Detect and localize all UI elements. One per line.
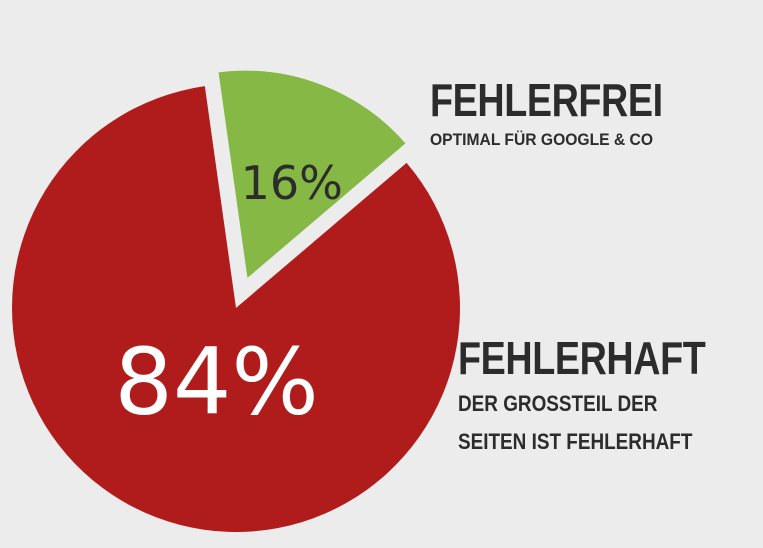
legend-fehlerhaft-subtitle-line1: DER GROSSTEIL DER [458, 391, 658, 416]
legend-fehlerhaft: FEHLERHAFT DER GROSSTEIL DER SEITEN IST … [458, 335, 760, 456]
legend-fehlerfrei-subtitle: OPTIMAL FÜR GOOGLE & CO [430, 130, 654, 149]
legend-fehlerhaft-subtitle-line2: SEITEN IST FEHLERHAFT [458, 428, 693, 454]
pie-label-fehlerfrei: 16% [241, 156, 343, 210]
pie-label-fehlerhaft: 84% [114, 328, 318, 435]
pie-slice-fehlerfrei [211, 64, 414, 290]
legend-fehlerhaft-title: FEHLERHAFT [458, 332, 706, 384]
legend-fehlerfrei: FEHLERFREI OPTIMAL FÜR GOOGLE & CO [430, 77, 714, 152]
legend-fehlerfrei-title: FEHLERFREI [430, 74, 663, 126]
pie-slice-fehlerhaft [11, 86, 461, 532]
